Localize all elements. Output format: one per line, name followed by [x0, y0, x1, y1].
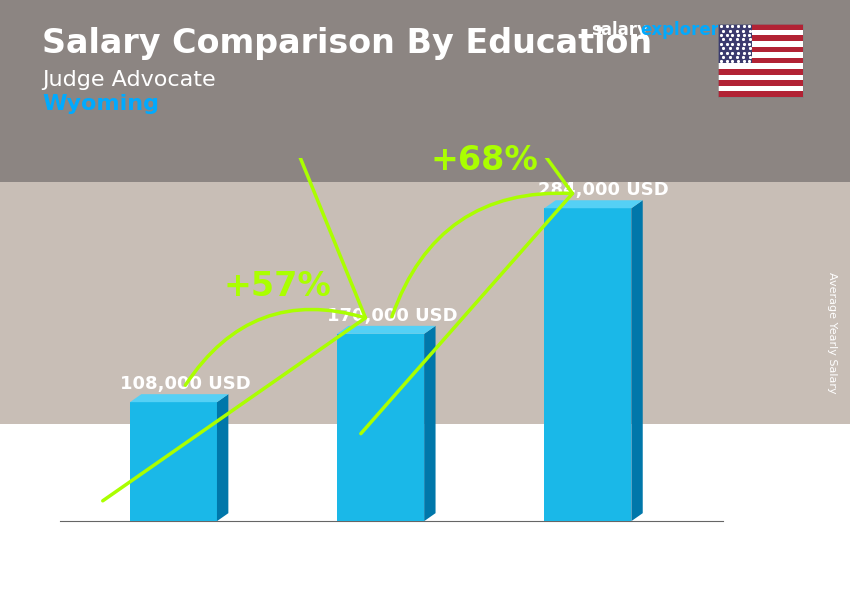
- Bar: [544, 208, 632, 521]
- Bar: [718, 92, 803, 97]
- Bar: [0, 0, 850, 182]
- FancyArrowPatch shape: [361, 0, 573, 434]
- Text: explorer.com: explorer.com: [640, 21, 762, 39]
- Text: salary: salary: [591, 21, 648, 39]
- Bar: [718, 30, 803, 35]
- Bar: [718, 80, 803, 86]
- Polygon shape: [632, 200, 643, 521]
- FancyArrowPatch shape: [103, 21, 366, 501]
- Text: Wyoming: Wyoming: [42, 94, 160, 114]
- Bar: [337, 334, 424, 521]
- Bar: [718, 47, 803, 52]
- Bar: [718, 58, 803, 64]
- Text: Average Yearly Salary: Average Yearly Salary: [827, 273, 837, 394]
- Text: 108,000 USD: 108,000 USD: [120, 375, 251, 393]
- Bar: [718, 24, 803, 30]
- Polygon shape: [337, 326, 435, 334]
- Bar: [718, 86, 803, 92]
- Bar: [718, 52, 803, 58]
- Bar: [130, 402, 217, 521]
- Polygon shape: [130, 394, 229, 402]
- Text: 284,000 USD: 284,000 USD: [538, 181, 669, 199]
- Polygon shape: [217, 394, 229, 521]
- Polygon shape: [544, 200, 643, 208]
- Text: +57%: +57%: [224, 270, 331, 303]
- Bar: [718, 75, 803, 80]
- Bar: [718, 69, 803, 75]
- Bar: [718, 24, 752, 64]
- Text: 170,000 USD: 170,000 USD: [326, 307, 457, 325]
- Polygon shape: [424, 326, 435, 521]
- Bar: [718, 35, 803, 41]
- Text: Judge Advocate: Judge Advocate: [42, 70, 216, 90]
- Bar: [718, 41, 803, 47]
- Bar: [0, 182, 850, 424]
- Bar: [718, 64, 803, 69]
- Text: +68%: +68%: [430, 144, 538, 178]
- Text: Salary Comparison By Education: Salary Comparison By Education: [42, 27, 653, 60]
